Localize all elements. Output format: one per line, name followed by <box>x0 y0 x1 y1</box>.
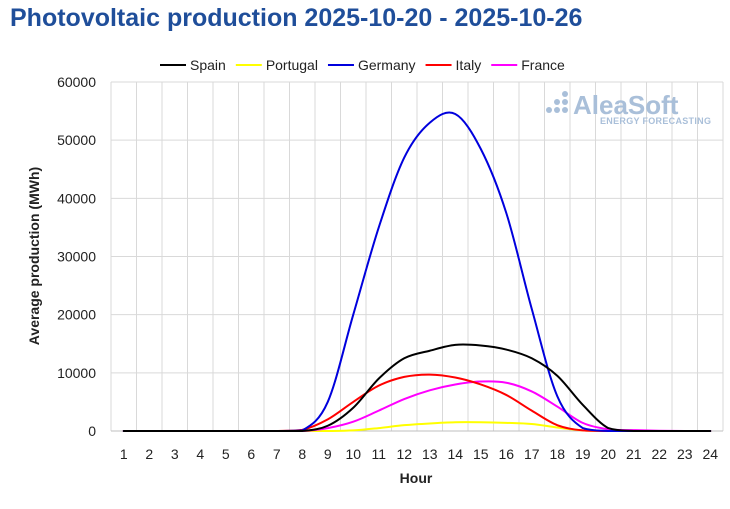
series-lines <box>122 111 712 432</box>
legend-label: Italy <box>456 57 482 73</box>
logo-dots-icon <box>546 91 568 113</box>
legend-label: Spain <box>190 57 226 73</box>
legend-item-italy: Italy <box>425 57 482 73</box>
logo-name: AleaSoft <box>573 90 679 120</box>
x-tick-label: 23 <box>677 446 693 462</box>
y-tick-label: 50000 <box>57 132 96 148</box>
x-tick-label: 19 <box>575 446 591 462</box>
y-axis-title: Average production (MWh) <box>26 167 42 345</box>
grid-lines <box>110 81 724 432</box>
x-tick-label: 21 <box>626 446 642 462</box>
x-tick-label: 13 <box>422 446 438 462</box>
series-line-spain <box>122 343 712 432</box>
x-axis-title: Hour <box>400 470 433 486</box>
x-tick-label: 5 <box>222 446 230 462</box>
x-tick-label: 9 <box>324 446 332 462</box>
x-tick-label: 3 <box>171 446 179 462</box>
y-tick-label: 40000 <box>57 190 96 206</box>
x-tick-labels: 1 2 3 4 5 6 7 8 9 10 11 12 13 14 15 16 17 18 19 20 21 22 23 24 <box>120 446 718 462</box>
legend-item-spain: Spain <box>160 57 226 73</box>
legend-label: France <box>521 57 565 73</box>
x-tick-label: 18 <box>549 446 565 462</box>
y-tick-label: 20000 <box>57 307 96 323</box>
x-tick-label: 12 <box>396 446 412 462</box>
legend-item-germany: Germany <box>327 57 416 73</box>
x-tick-label: 4 <box>196 446 204 462</box>
x-tick-label: 2 <box>145 446 153 462</box>
y-tick-label: 30000 <box>57 249 96 265</box>
x-tick-label: 11 <box>371 446 386 462</box>
x-tick-label: 16 <box>498 446 514 462</box>
legend-item-portugal: Portugal <box>235 57 318 73</box>
aleasoft-logo: AleaSoft ENERGY FORECASTING <box>546 90 711 126</box>
x-tick-label: 8 <box>298 446 306 462</box>
legend-label: Germany <box>358 57 416 73</box>
y-tick-label: 10000 <box>57 365 96 381</box>
chart-title: Photovoltaic production 2025-10-20 - 202… <box>10 4 583 32</box>
x-tick-label: 17 <box>524 446 540 462</box>
x-tick-label: 14 <box>447 446 463 462</box>
x-tick-label: 24 <box>702 446 718 462</box>
x-tick-label: 20 <box>600 446 616 462</box>
legend-label: Portugal <box>266 57 318 73</box>
legend: Spain Portugal Germany Italy France <box>160 57 565 73</box>
legend-item-france: France <box>491 57 565 73</box>
y-tick-labels: 0 10000 20000 30000 40000 50000 60000 <box>57 74 96 439</box>
logo-tagline: ENERGY FORECASTING <box>600 116 711 126</box>
x-tick-label: 15 <box>473 446 489 462</box>
y-tick-label: 0 <box>88 423 96 439</box>
x-tick-label: 10 <box>345 446 361 462</box>
x-tick-label: 1 <box>120 446 128 462</box>
x-tick-label: 7 <box>273 446 281 462</box>
y-tick-label: 60000 <box>57 74 96 90</box>
x-tick-label: 22 <box>651 446 667 462</box>
x-tick-label: 6 <box>247 446 255 462</box>
